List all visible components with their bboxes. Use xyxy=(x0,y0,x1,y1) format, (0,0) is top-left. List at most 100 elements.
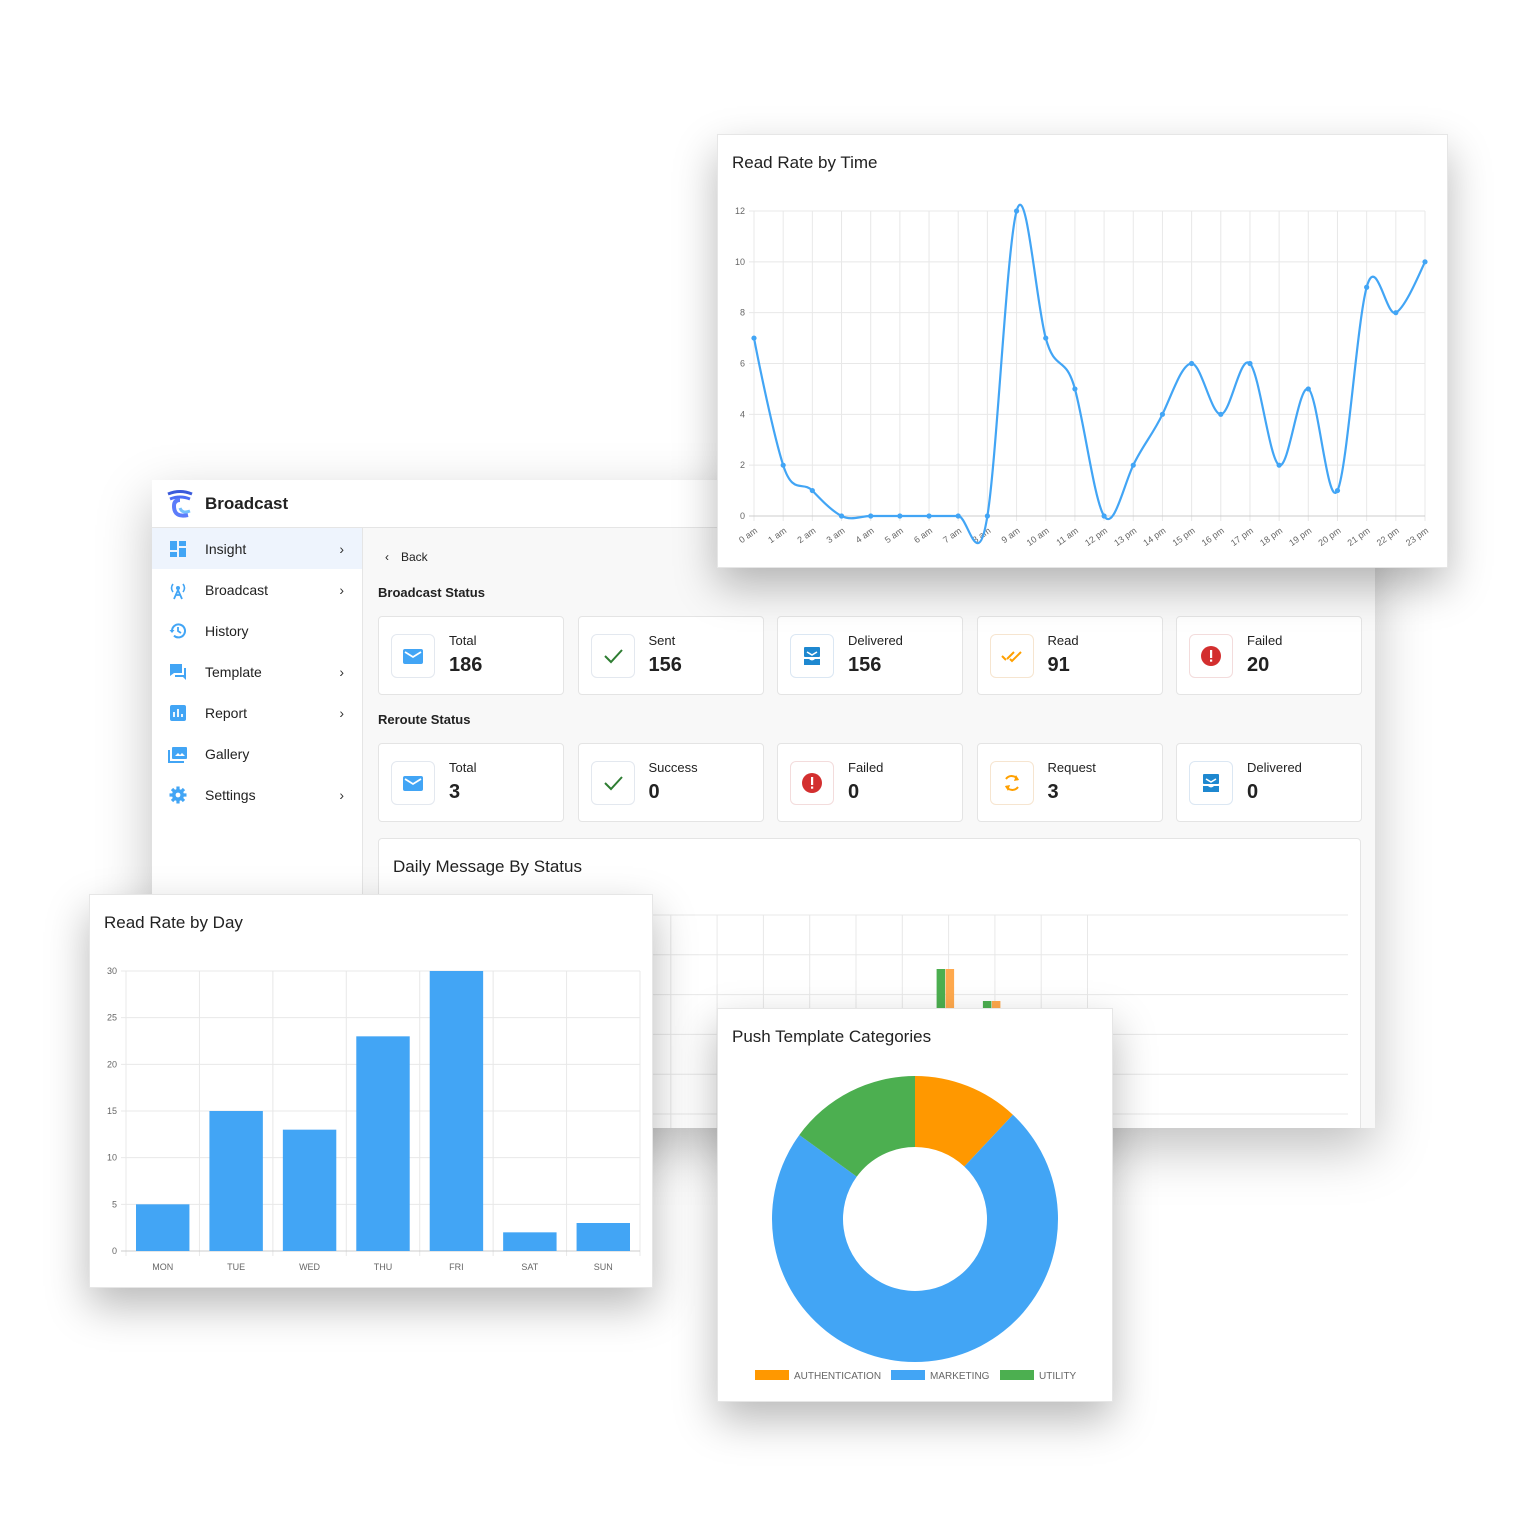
sidebar-item-label: Insight xyxy=(205,540,247,557)
data-point[interactable] xyxy=(1130,462,1136,468)
x-tick-label: 20 pm xyxy=(1316,525,1342,548)
y-tick-label: 2 xyxy=(740,460,745,470)
back-button[interactable]: ‹ Back xyxy=(385,550,428,564)
sidebar-item-template[interactable]: Template › xyxy=(152,651,362,692)
bar[interactable] xyxy=(503,1232,557,1251)
reroute-status-card-delivered: Delivered 0 xyxy=(1176,743,1362,822)
data-point[interactable] xyxy=(1393,310,1399,316)
double-check-icon xyxy=(1000,651,1022,663)
bar[interactable] xyxy=(356,1036,410,1251)
status-label: Delivered xyxy=(1247,760,1302,775)
data-point[interactable] xyxy=(1218,411,1224,417)
sidebar-item-settings[interactable]: Settings › xyxy=(152,774,362,815)
data-point[interactable] xyxy=(984,513,990,519)
status-label: Success xyxy=(648,760,698,775)
legend-label[interactable]: AUTHENTICATION xyxy=(794,1371,881,1382)
alert-icon xyxy=(802,773,822,793)
data-point[interactable] xyxy=(1247,360,1253,367)
data-point[interactable] xyxy=(1334,487,1341,494)
x-tick-label: 10 am xyxy=(1025,525,1051,548)
data-point[interactable] xyxy=(1159,411,1166,417)
read-rate-day-chart: 0 5 10 15 20 25 30 MON TUE WED THU FRI SAT SUN xyxy=(107,966,641,1272)
legend-swatch xyxy=(755,1370,789,1380)
sidebar-item-broadcast[interactable]: Broadcast › xyxy=(152,569,362,610)
legend-label[interactable]: MARKETING xyxy=(930,1371,990,1382)
gallery-icon xyxy=(168,746,187,763)
refresh-icon xyxy=(1004,775,1019,791)
chevron-right-icon: › xyxy=(339,581,344,598)
y-tick-label: 25 xyxy=(107,1013,117,1023)
bar[interactable] xyxy=(429,971,484,1251)
icon-box xyxy=(391,761,435,805)
y-tick-label: 0 xyxy=(112,1246,117,1256)
x-tick-label: 13 pm xyxy=(1112,525,1138,548)
sidebar-item-label: Template xyxy=(205,663,262,680)
logo-icon xyxy=(167,490,193,518)
read-rate-day-card: Read Rate by Day 0 5 10 15 20 25 30 MON TUE WED TH… xyxy=(89,894,653,1288)
sidebar-item-label: Settings xyxy=(205,786,256,803)
bar[interactable] xyxy=(576,1223,630,1251)
donut-slice-authentication[interactable] xyxy=(915,1076,1013,1167)
x-tick-label: 3 am xyxy=(825,525,847,545)
data-point[interactable] xyxy=(1189,360,1195,367)
reroute-status-card-total: Total 3 xyxy=(378,743,564,822)
chevron-right-icon: › xyxy=(339,663,344,680)
data-point[interactable] xyxy=(868,513,874,519)
x-tick-label: 17 pm xyxy=(1229,525,1255,548)
icon-box xyxy=(989,761,1034,805)
data-point[interactable] xyxy=(897,513,903,519)
status-value: 3 xyxy=(449,781,461,803)
x-tick-label: 9 am xyxy=(1000,525,1022,545)
alert-icon xyxy=(1201,646,1221,666)
back-label: Back xyxy=(401,550,428,564)
data-point[interactable] xyxy=(955,513,961,519)
bar[interactable] xyxy=(136,1204,190,1251)
data-point[interactable] xyxy=(751,335,757,341)
data-point[interactable] xyxy=(926,513,932,519)
broadcast-status-title: Broadcast Status xyxy=(378,585,485,600)
status-value: 20 xyxy=(1247,654,1270,676)
status-label: Request xyxy=(1047,760,1096,775)
x-tick-label: 7 am xyxy=(941,525,963,545)
icon-box xyxy=(1189,634,1233,678)
reroute-status-title: Reroute Status xyxy=(378,712,471,727)
sidebar-item-insight[interactable]: Insight › xyxy=(152,528,362,569)
broadcast-status-card-read: Read 91 xyxy=(976,616,1163,695)
data-point[interactable] xyxy=(838,513,845,519)
data-point[interactable] xyxy=(1101,513,1107,519)
status-value: 0 xyxy=(848,781,860,803)
sidebar-item-history[interactable]: History xyxy=(152,610,362,651)
data-point[interactable] xyxy=(1422,259,1428,265)
app-title: Broadcast xyxy=(205,494,289,513)
y-tick-label: 12 xyxy=(735,206,745,216)
mail-icon xyxy=(403,776,423,791)
x-tick-label: 22 pm xyxy=(1375,525,1401,548)
x-tick-label: 14 pm xyxy=(1141,525,1167,548)
donut-slice-utility[interactable] xyxy=(799,1076,915,1177)
push-template-card: Push Template Categories AUTHENTICATION M… xyxy=(717,1008,1113,1402)
check-icon xyxy=(603,776,623,791)
data-point[interactable] xyxy=(1305,386,1311,392)
data-point[interactable] xyxy=(1072,386,1078,392)
data-point[interactable] xyxy=(1043,335,1049,341)
chat-icon xyxy=(170,663,186,680)
x-tick-label: 23 pm xyxy=(1404,525,1430,548)
donut-slice-marketing[interactable] xyxy=(772,1114,1058,1362)
bar[interactable] xyxy=(282,1129,337,1251)
data-point[interactable] xyxy=(1364,284,1370,290)
report-chart-icon xyxy=(170,704,186,721)
bar[interactable] xyxy=(209,1111,263,1251)
data-point[interactable] xyxy=(780,462,786,468)
sidebar-item-label: Gallery xyxy=(205,745,250,762)
data-point[interactable] xyxy=(1276,462,1282,468)
chevron-right-icon: › xyxy=(339,540,344,557)
sidebar-item-gallery[interactable]: Gallery xyxy=(152,733,362,774)
data-point[interactable] xyxy=(809,487,815,494)
sidebar-item-report[interactable]: Report › xyxy=(152,692,362,733)
x-tick-label: WED xyxy=(299,1262,320,1272)
x-tick-label: 15 pm xyxy=(1171,525,1197,548)
legend-label[interactable]: UTILITY xyxy=(1039,1371,1077,1382)
y-tick-label: 6 xyxy=(740,359,745,369)
sidebar-item-label: Broadcast xyxy=(205,581,269,598)
data-point[interactable] xyxy=(1013,208,1020,214)
